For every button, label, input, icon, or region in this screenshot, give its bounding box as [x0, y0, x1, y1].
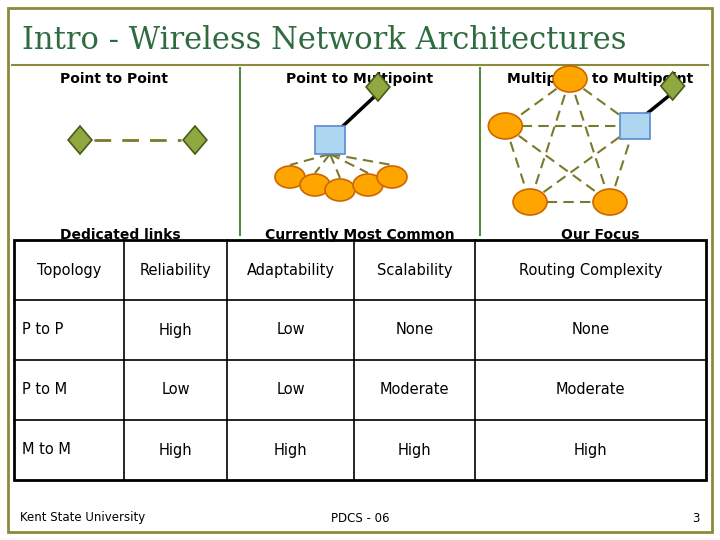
Text: Low: Low [161, 382, 190, 397]
Polygon shape [661, 72, 685, 100]
Ellipse shape [488, 113, 522, 139]
Text: Dedicated links: Dedicated links [60, 228, 181, 242]
Text: None: None [572, 322, 610, 338]
Text: P to P: P to P [22, 322, 63, 338]
Text: Moderate: Moderate [556, 382, 626, 397]
Text: Currently Most Common: Currently Most Common [265, 228, 455, 242]
Text: Adaptability: Adaptability [247, 262, 335, 278]
Polygon shape [183, 126, 207, 154]
Text: High: High [398, 442, 431, 457]
Text: Intro - Wireless Network Architectures: Intro - Wireless Network Architectures [22, 25, 626, 56]
Text: None: None [396, 322, 434, 338]
Text: Kent State University: Kent State University [20, 511, 145, 524]
Text: Point to Multipoint: Point to Multipoint [287, 72, 433, 86]
Text: Topology: Topology [37, 262, 101, 278]
Text: 3: 3 [693, 511, 700, 524]
Text: Low: Low [276, 382, 305, 397]
Text: High: High [158, 322, 192, 338]
Text: High: High [574, 442, 608, 457]
Text: P to M: P to M [22, 382, 67, 397]
Text: Moderate: Moderate [380, 382, 449, 397]
Text: Scalability: Scalability [377, 262, 453, 278]
Ellipse shape [593, 189, 627, 215]
Ellipse shape [325, 179, 355, 201]
Ellipse shape [513, 189, 547, 215]
Text: M to M: M to M [22, 442, 71, 457]
Text: High: High [158, 442, 192, 457]
Text: Routing Complexity: Routing Complexity [519, 262, 662, 278]
Text: Low: Low [276, 322, 305, 338]
Text: Multipoint to Multipoint: Multipoint to Multipoint [507, 72, 693, 86]
Polygon shape [68, 126, 92, 154]
Ellipse shape [353, 174, 383, 196]
Ellipse shape [553, 66, 587, 92]
Polygon shape [366, 73, 390, 101]
Bar [315, 126, 345, 154]
Bar [620, 113, 649, 139]
Bar [14, 240, 706, 480]
Text: Point to Point: Point to Point [60, 72, 168, 86]
Text: Reliability: Reliability [140, 262, 212, 278]
Ellipse shape [377, 166, 407, 188]
Ellipse shape [300, 174, 330, 196]
Text: PDCS - 06: PDCS - 06 [330, 511, 390, 524]
Ellipse shape [275, 166, 305, 188]
Text: High: High [274, 442, 307, 457]
Text: Our Focus: Our Focus [561, 228, 639, 242]
